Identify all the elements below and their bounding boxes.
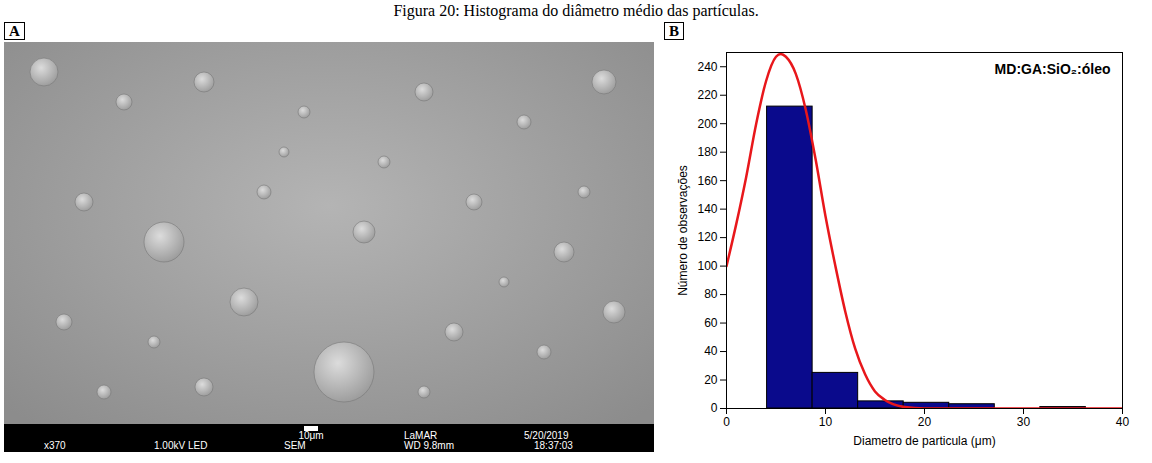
svg-text:60: 60 — [704, 316, 718, 330]
svg-text:40: 40 — [1116, 415, 1130, 429]
html-text:B: B — [669, 23, 679, 39]
svg-text:LaMAR: LaMAR — [404, 430, 438, 441]
svg-text:1.00kV LED: 1.00kV LED — [154, 440, 207, 451]
svg-text:MD:GA:SiO₂:óleo: MD:GA:SiO₂:óleo — [995, 61, 1111, 77]
svg-text:120: 120 — [697, 230, 717, 244]
svg-text:180: 180 — [697, 145, 717, 159]
svg-text:80: 80 — [704, 287, 718, 301]
svg-text:Número de observações: Número de observações — [676, 165, 690, 296]
svg-text:WD 9.8mm: WD 9.8mm — [404, 440, 454, 451]
svg-text:20: 20 — [918, 415, 932, 429]
svg-text:0: 0 — [723, 415, 730, 429]
svg-text:x370: x370 — [44, 440, 66, 451]
html-text:A: A — [9, 23, 20, 39]
svg-text:220: 220 — [697, 88, 717, 102]
svg-text:30: 30 — [1017, 415, 1031, 429]
html-text:Figura 20: Histograma do diâme: Figura 20: Histograma do diâmetro médio … — [393, 2, 759, 19]
svg-text:Diametro de particula (μm): Diametro de particula (μm) — [853, 434, 995, 448]
svg-text:100: 100 — [697, 259, 717, 273]
svg-text:20: 20 — [704, 373, 718, 387]
svg-text:SEM: SEM — [284, 440, 306, 451]
svg-text:18:37:03: 18:37:03 — [534, 440, 573, 451]
svg-text:140: 140 — [697, 202, 717, 216]
svg-text:240: 240 — [697, 60, 717, 74]
svg-text:200: 200 — [697, 117, 717, 131]
svg-text:40: 40 — [704, 344, 718, 358]
svg-text:160: 160 — [697, 174, 717, 188]
svg-text:5/20/2019: 5/20/2019 — [524, 430, 569, 441]
svg-text:0: 0 — [711, 401, 718, 415]
svg-text:10: 10 — [819, 415, 833, 429]
svg-text:10μm: 10μm — [298, 430, 324, 441]
